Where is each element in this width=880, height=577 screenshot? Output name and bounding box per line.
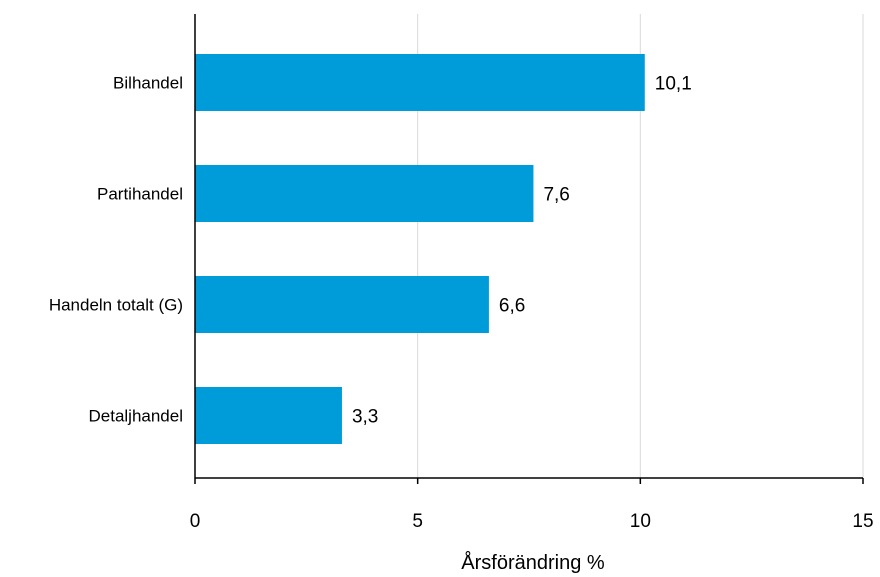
bar-1 — [195, 165, 534, 222]
bar-2 — [195, 276, 489, 333]
category-label-2: Handeln totalt (G) — [49, 296, 183, 315]
x-axis-title: Årsförändring % — [461, 551, 605, 574]
labels: 10,1 Bilhandel 7,6 Partihandel 6,6 Handeln to… — [49, 74, 874, 533]
bars — [195, 54, 645, 444]
x-tick-label-1: 5 — [412, 511, 423, 532]
data-label-3: 3,3 — [352, 407, 378, 428]
x-tick-label-0: 0 — [190, 511, 201, 532]
category-label-3: Detaljhandel — [88, 407, 183, 426]
data-label-0: 10,1 — [655, 74, 692, 95]
category-label-0: Bilhandel — [113, 74, 183, 93]
axes — [194, 14, 864, 484]
data-label-2: 6,6 — [499, 296, 525, 317]
bar-0 — [195, 54, 645, 111]
category-label-1: Partihandel — [97, 185, 183, 204]
bar-3 — [195, 387, 342, 444]
x-tick-label-3: 15 — [852, 511, 873, 532]
x-tick-label-2: 10 — [630, 511, 651, 532]
data-label-1: 7,6 — [543, 185, 569, 206]
